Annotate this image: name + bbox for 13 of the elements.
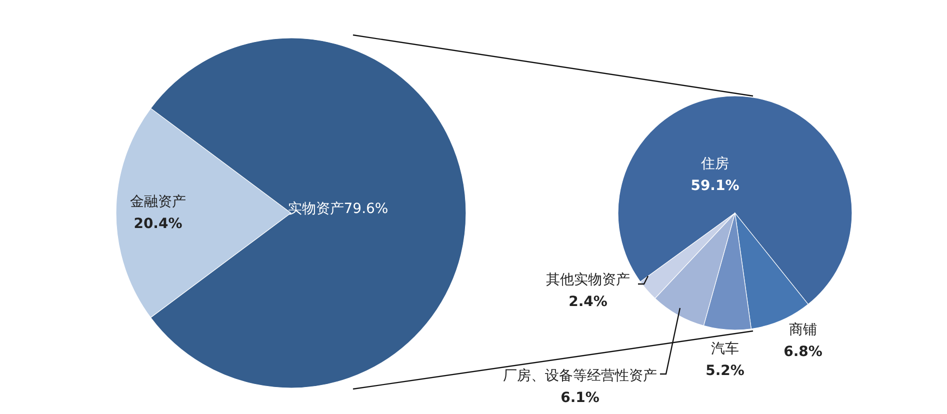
data-label: 59.1%: [690, 178, 740, 194]
data-label: 5.2%: [706, 363, 744, 379]
data-label: 6.1%: [560, 390, 600, 406]
data-label: 20.4%: [134, 216, 182, 232]
slice-label: 商铺: [789, 322, 817, 338]
slice-label: 实物资产79.6%: [288, 201, 388, 217]
slice-label: 其他实物资产: [546, 272, 630, 288]
slice-label: 住房: [700, 156, 729, 172]
slice-label: 金融资产: [130, 194, 186, 210]
slice-label: 汽车: [711, 341, 739, 357]
data-label: 2.4%: [568, 294, 608, 310]
data-label: 6.8%: [784, 344, 822, 360]
slice-label: 厂房、设备等经营性资产: [503, 368, 657, 384]
